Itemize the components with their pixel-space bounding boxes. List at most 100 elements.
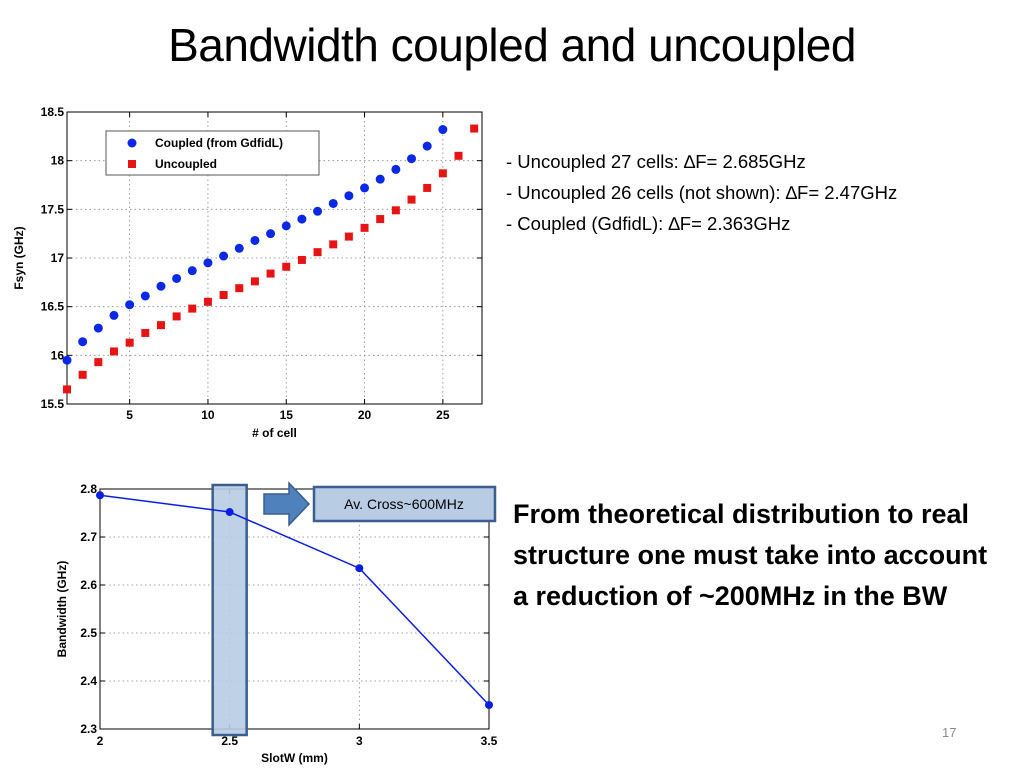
uncoupled-point: [344, 232, 353, 241]
callout-arrow-icon: [263, 481, 311, 527]
coupled-point: [391, 164, 401, 174]
y-axis-label: Bandwidth (GHz): [55, 561, 69, 658]
note-uncoupled-27: - Uncoupled 27 cells: ∆F= 2.685GHz: [506, 151, 806, 172]
highlight-band: [211, 483, 248, 737]
uncoupled-point: [188, 304, 197, 313]
conclusion-text: From theoretical distribution to real st…: [513, 499, 988, 611]
coupled-point: [250, 235, 260, 245]
bandwidth-point: [96, 491, 104, 500]
coupled-point: [234, 243, 244, 253]
uncoupled-point: [282, 262, 291, 271]
uncoupled-point: [360, 223, 369, 232]
coupled-point: [328, 198, 338, 208]
y-tick-label: 17.5: [41, 202, 65, 216]
uncoupled-point: [125, 338, 134, 347]
slide-title: Bandwidth coupled and uncoupled: [168, 19, 856, 71]
legend-uncoupled-label: Uncoupled: [155, 157, 217, 171]
x-tick-label: 3.5: [481, 734, 498, 748]
y-tick-label: 2.7: [80, 530, 97, 544]
coupled-point: [281, 221, 291, 231]
uncoupled-point: [391, 206, 400, 215]
y-tick-label: 2.6: [80, 578, 97, 592]
coupled-point: [187, 266, 197, 276]
uncoupled-point: [407, 195, 416, 204]
uncoupled-point: [78, 370, 87, 379]
coupled-point: [156, 281, 166, 291]
fsyn-chart: 5 10 15 20 25 15.5 16 16.5 17 17.5 18 18.5 # of cell…: [12, 105, 483, 440]
uncoupled-point: [297, 255, 306, 264]
coupled-point: [375, 174, 385, 184]
uncoupled-point: [203, 297, 212, 306]
coupled-point: [313, 206, 323, 216]
coupled-point: [360, 183, 370, 193]
uncoupled-point: [266, 269, 275, 278]
bandwidth-notes: - Uncoupled 27 cells: ∆F= 2.685GHz - Unc…: [506, 146, 897, 239]
coupled-point: [93, 323, 103, 333]
bandwidth-chart: 2 2.5 3 3.5 2.3 2.4 2.5 2.6 2.7 2.8 SlotW (mm) Band…: [55, 481, 498, 765]
legend-uncoupled-marker: [128, 160, 136, 168]
x-tick-label: 20: [358, 408, 372, 422]
coupled-point: [438, 125, 448, 135]
uncoupled-point: [423, 183, 432, 192]
callout-label: Av. Cross~600MHz: [344, 496, 464, 512]
note-uncoupled-26: - Uncoupled 26 cells (not shown): ∆F= 2.…: [506, 182, 898, 203]
coupled-point: [62, 355, 72, 365]
y-tick-label: 18.5: [41, 105, 65, 119]
y-tick-label: 16.5: [41, 300, 65, 314]
uncoupled-point: [156, 321, 165, 330]
y-tick-label: 2.3: [80, 722, 97, 736]
x-tick-label: 25: [436, 408, 450, 422]
coupled-point: [219, 251, 229, 261]
coupled-point: [266, 229, 276, 239]
bandwidth-point: [355, 564, 364, 573]
uncoupled-point: [376, 215, 385, 224]
note-coupled: - Coupled (GdfidL): ∆F= 2.363GHz: [506, 213, 791, 234]
coupled-point: [422, 141, 432, 151]
y-tick-label: 18: [51, 154, 65, 168]
coupled-point: [297, 214, 307, 224]
bandwidth-point: [225, 508, 234, 517]
plot-frame: [66, 111, 483, 405]
uncoupled-point: [250, 277, 259, 286]
coupled-point: [407, 154, 417, 164]
uncoupled-point: [235, 284, 244, 293]
uncoupled-point: [329, 240, 338, 249]
uncoupled-point: [470, 124, 479, 133]
coupled-point: [109, 310, 119, 320]
y-tick-label: 2.5: [80, 626, 97, 640]
coupled-point: [140, 291, 150, 301]
x-axis-label: # of cell: [252, 426, 297, 440]
uncoupled-point: [63, 385, 71, 394]
x-axis-label: SlotW (mm): [261, 751, 328, 765]
y-tick-label: 2.8: [80, 482, 97, 496]
x-tick-label: 5: [126, 408, 133, 422]
y-tick-label: 2.4: [80, 674, 97, 688]
uncoupled-point: [219, 290, 228, 299]
uncoupled-point: [94, 358, 103, 367]
x-tick-label: 15: [280, 408, 294, 422]
coupled-point: [125, 300, 135, 310]
y-tick-label: 16: [51, 348, 65, 362]
y-tick-label: 15.5: [41, 397, 65, 411]
coupled-point: [344, 191, 354, 201]
callout-box: [312, 485, 497, 523]
uncoupled-point: [313, 248, 322, 257]
plot-frame: [99, 488, 490, 730]
coupled-point: [203, 258, 213, 268]
coupled-point: [172, 273, 182, 283]
uncoupled-point: [172, 312, 181, 321]
coupled-point: [78, 337, 88, 347]
legend-coupled-label: Coupled (from GdfidL): [155, 136, 283, 150]
y-axis-label: Fsyn (GHz): [12, 226, 26, 289]
uncoupled-point: [454, 151, 463, 160]
slide-number: 17: [942, 725, 957, 740]
uncoupled-point: [438, 169, 447, 178]
x-tick-label: 2.5: [221, 734, 238, 748]
legend-box: [105, 130, 320, 176]
uncoupled-point: [141, 328, 150, 337]
legend-coupled-marker: [127, 138, 137, 148]
x-tick-label: 2: [97, 734, 104, 748]
bandwidth-line: [99, 494, 490, 706]
x-tick-label: 10: [201, 408, 215, 422]
